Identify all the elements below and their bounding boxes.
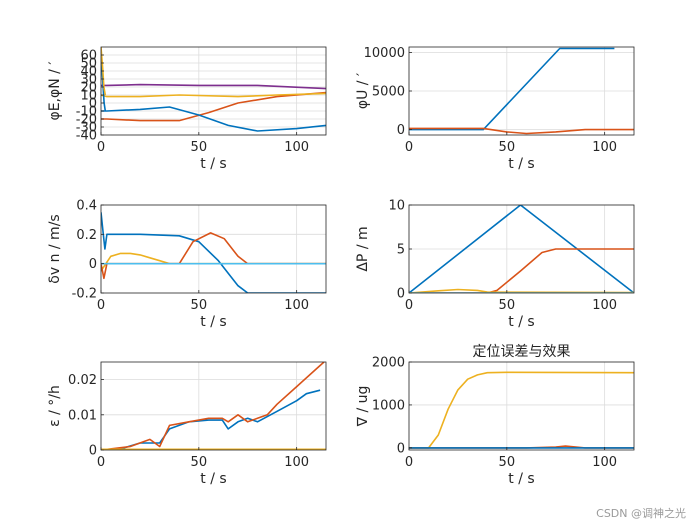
y-tick-label: 40	[80, 65, 97, 80]
series-dP-yellow	[409, 288, 634, 293]
y-tick-label: 2000	[372, 356, 405, 371]
series-eps-blue	[101, 389, 321, 450]
y-tick-label: 5000	[372, 85, 405, 100]
x-tick-label: 0	[97, 455, 105, 470]
y-tick-label: 5	[397, 243, 405, 258]
y-tick-label: 50	[80, 57, 97, 72]
y-tick-label: 20	[80, 81, 97, 96]
y-axis-label: φE,φN / ′	[47, 61, 63, 120]
x-tick-label: 0	[405, 140, 413, 155]
y-axis-label: φU / ′	[355, 73, 371, 109]
y-tick-label: -10	[76, 105, 97, 120]
series-dP-blue	[409, 205, 634, 293]
y-tick-label: 10	[388, 199, 405, 214]
x-tick-label: 100	[284, 298, 309, 313]
y-tick-label: -20	[76, 113, 97, 128]
y-tick-label: -30	[76, 121, 97, 136]
axes-box	[100, 46, 327, 136]
y-tick-label: 0	[89, 97, 97, 112]
x-tick-label: 100	[592, 455, 617, 470]
axes-box	[100, 361, 327, 451]
x-tick-label: 100	[592, 140, 617, 155]
y-tick-label: 10	[80, 89, 97, 104]
y-tick-label: 0	[397, 123, 405, 138]
y-axis-label: ΔP / m	[355, 226, 371, 271]
x-axis-label: t / s	[508, 314, 534, 330]
x-tick-label: 50	[499, 455, 516, 470]
series-dvE-blue	[101, 212, 326, 293]
subplot-2: 0 50 100 0 5000 10000 t / s φU / ′	[355, 46, 635, 172]
series-phiE-yellow	[101, 92, 326, 98]
x-axis-label: t / s	[508, 156, 534, 172]
x-tick-label: 50	[191, 140, 208, 155]
series-dvU-orange	[101, 232, 326, 280]
series-phiN-yellow-initial-spike	[101, 47, 107, 96]
series-phiU-orange	[409, 127, 634, 135]
x-tick-label: 100	[592, 298, 617, 313]
subplot-5: 0 50 100 0 0.01 0.02 t / s ε / °/h	[47, 361, 327, 487]
y-tick-label: 0.4	[76, 199, 97, 214]
y-tick-label: 60	[80, 49, 97, 64]
x-tick-label: 50	[499, 140, 516, 155]
x-tick-label: 100	[284, 455, 309, 470]
y-tick-label: -40	[76, 129, 97, 144]
y-tick-label: 10000	[364, 46, 405, 61]
y-tick-label: 0.01	[68, 408, 97, 423]
y-tick-label: -0.2	[72, 287, 97, 302]
y-tick-label: 30	[80, 73, 97, 88]
y-tick-label: 0.02	[68, 373, 97, 388]
x-axis-label: t / s	[200, 156, 226, 172]
axes-box	[100, 204, 327, 294]
series-dP-orange	[409, 248, 634, 293]
watermark: CSDN @调神之光	[596, 507, 686, 520]
x-tick-label: 50	[191, 455, 208, 470]
x-tick-label: 50	[499, 298, 516, 313]
y-tick-label: 0	[397, 287, 405, 302]
y-tick-label: 0	[89, 257, 97, 272]
series-phiU-blue	[409, 47, 615, 131]
y-tick-label: 0	[89, 444, 97, 459]
x-tick-label: 0	[97, 140, 105, 155]
subplot-4: 0 50 100 0 5 10 t / s ΔP / m	[355, 199, 635, 330]
x-axis-label: t / s	[200, 314, 226, 330]
y-tick-label: 0.2	[76, 228, 97, 243]
y-tick-label: 1000	[372, 398, 405, 413]
x-axis-label: t / s	[508, 471, 534, 487]
y-axis-label: δv n / m/s	[47, 214, 63, 283]
series-phiE-purple	[101, 83, 326, 90]
series-phiN-blue	[101, 106, 326, 132]
x-tick-label: 100	[284, 140, 309, 155]
series-bias-yellow	[409, 371, 634, 449]
y-axis-label: ∇ / ug	[355, 386, 371, 428]
series-phiN-orange	[101, 91, 326, 122]
subplot-3: 0 50 100-0.200.20.4t / sδv n / m/s	[47, 199, 327, 330]
x-axis-label: t / s	[200, 471, 226, 487]
x-tick-label: 0	[97, 298, 105, 313]
y-tick-label: 0	[397, 441, 405, 456]
x-tick-label: 50	[191, 298, 208, 313]
y-axis-label: ε / °/h	[47, 385, 63, 427]
series-eps-orange	[101, 362, 325, 450]
x-tick-label: 0	[405, 298, 413, 313]
x-tick-label: 0	[405, 455, 413, 470]
subplot-title: 定位误差与效果	[473, 344, 571, 360]
axes-box	[408, 361, 635, 451]
